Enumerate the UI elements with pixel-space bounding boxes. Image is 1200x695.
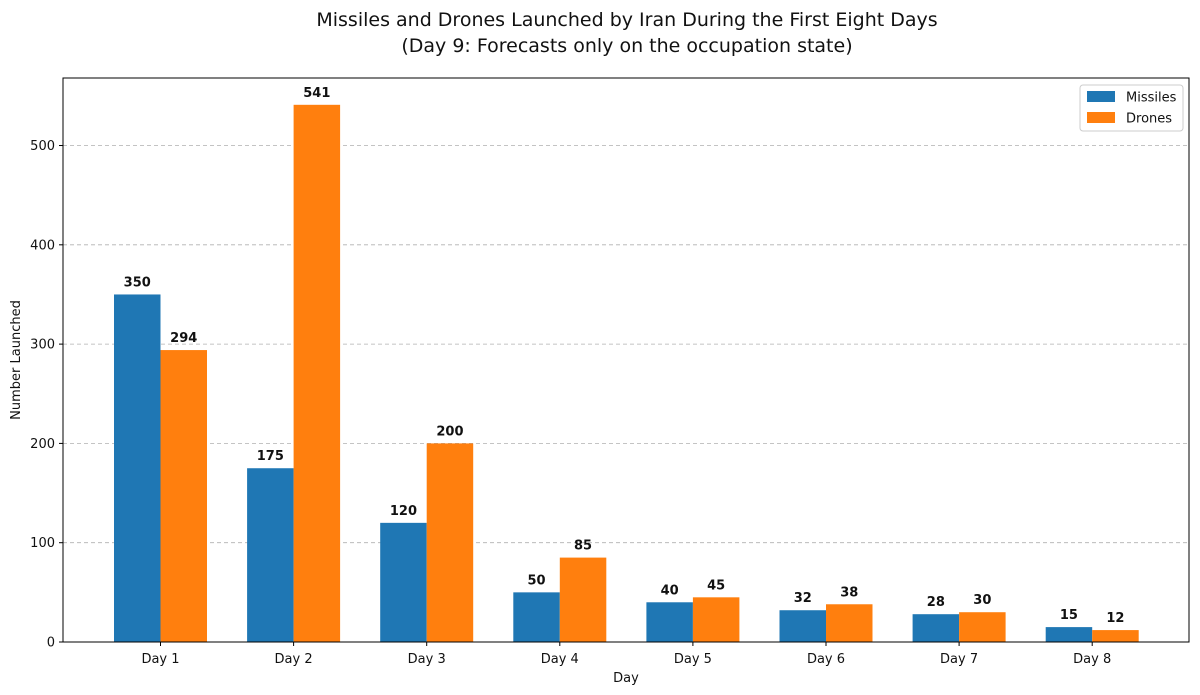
value-label-missiles-5: 40 xyxy=(661,583,679,598)
value-label-drones-7: 30 xyxy=(973,593,991,608)
value-label-drones-5: 45 xyxy=(707,578,725,593)
bar-drones-1 xyxy=(160,350,207,642)
bar-missiles-8 xyxy=(1045,627,1093,642)
bars xyxy=(114,104,1139,642)
chart-subtitle: (Day 9: Forecasts only on the occupation… xyxy=(401,35,852,57)
x-tick-label: Day 5 xyxy=(674,652,712,667)
y-axis: 0 100 200 300 400 500 xyxy=(30,139,63,651)
legend-label-drones: Drones xyxy=(1126,112,1172,127)
y-tick-label: 300 xyxy=(30,338,55,353)
legend-swatch-missiles xyxy=(1087,91,1115,102)
y-axis-label: Number Launched xyxy=(9,300,24,420)
bar-missiles-5 xyxy=(646,602,693,642)
bar-value-labels: 350 294 175 541 120 200 50 85 40 45 32 38 28 30 15 12 xyxy=(124,86,1125,626)
value-label-missiles-1: 350 xyxy=(124,275,151,290)
x-axis-label: Day xyxy=(613,671,639,686)
value-label-missiles-7: 28 xyxy=(927,595,945,610)
y-tick-label: 400 xyxy=(30,238,55,253)
x-tick-label: Day 3 xyxy=(408,652,446,667)
y-tick-label: 100 xyxy=(30,536,55,551)
value-label-drones-3: 200 xyxy=(436,424,463,439)
bar-missiles-7 xyxy=(912,614,960,642)
bar-drones-8 xyxy=(1092,630,1139,642)
chart-title: Missiles and Drones Launched by Iran Dur… xyxy=(316,9,937,31)
y-tick-label: 500 xyxy=(30,139,55,154)
x-tick-label: Day 7 xyxy=(940,652,978,667)
legend-swatch-drones xyxy=(1087,112,1115,123)
plot-area-frame xyxy=(62,77,1190,643)
legend-label-missiles: Missiles xyxy=(1126,91,1177,106)
value-label-drones-6: 38 xyxy=(840,585,858,600)
x-tick-label: Day 6 xyxy=(807,652,845,667)
bar-drones-2 xyxy=(293,104,341,642)
value-label-missiles-8: 15 xyxy=(1060,608,1078,623)
bar-drones-5 xyxy=(692,597,740,642)
bar-drones-6 xyxy=(826,604,873,642)
value-label-missiles-2: 175 xyxy=(257,449,284,464)
y-tick-label: 0 xyxy=(47,636,55,651)
value-label-missiles-4: 50 xyxy=(528,573,546,588)
bar-missiles-1 xyxy=(114,294,161,642)
y-tick-label: 200 xyxy=(30,437,55,452)
value-label-missiles-6: 32 xyxy=(794,591,812,606)
bar-drones-4 xyxy=(559,557,607,642)
legend: Missiles Drones xyxy=(1079,84,1184,132)
grid-lines xyxy=(63,145,1189,544)
bar-missiles-6 xyxy=(779,610,826,642)
value-label-drones-8: 12 xyxy=(1106,611,1124,626)
bar-missiles-4 xyxy=(513,592,560,642)
bar-drones-3 xyxy=(426,443,474,642)
x-tick-label: Day 1 xyxy=(141,652,179,667)
value-label-drones-4: 85 xyxy=(574,539,592,554)
bar-missiles-3 xyxy=(380,522,427,642)
x-axis: Day 1 Day 2 Day 3 Day 4 Day 5 Day 6 Day 7 Day 8 xyxy=(141,642,1111,667)
x-tick-label: Day 4 xyxy=(541,652,579,667)
value-label-drones-1: 294 xyxy=(170,331,197,346)
bar-drones-7 xyxy=(959,612,1006,642)
value-label-drones-2: 541 xyxy=(303,86,330,101)
x-tick-label: Day 2 xyxy=(275,652,313,667)
x-tick-label: Day 8 xyxy=(1073,652,1111,667)
value-label-missiles-3: 120 xyxy=(390,504,417,519)
bar-missiles-2 xyxy=(247,468,294,642)
